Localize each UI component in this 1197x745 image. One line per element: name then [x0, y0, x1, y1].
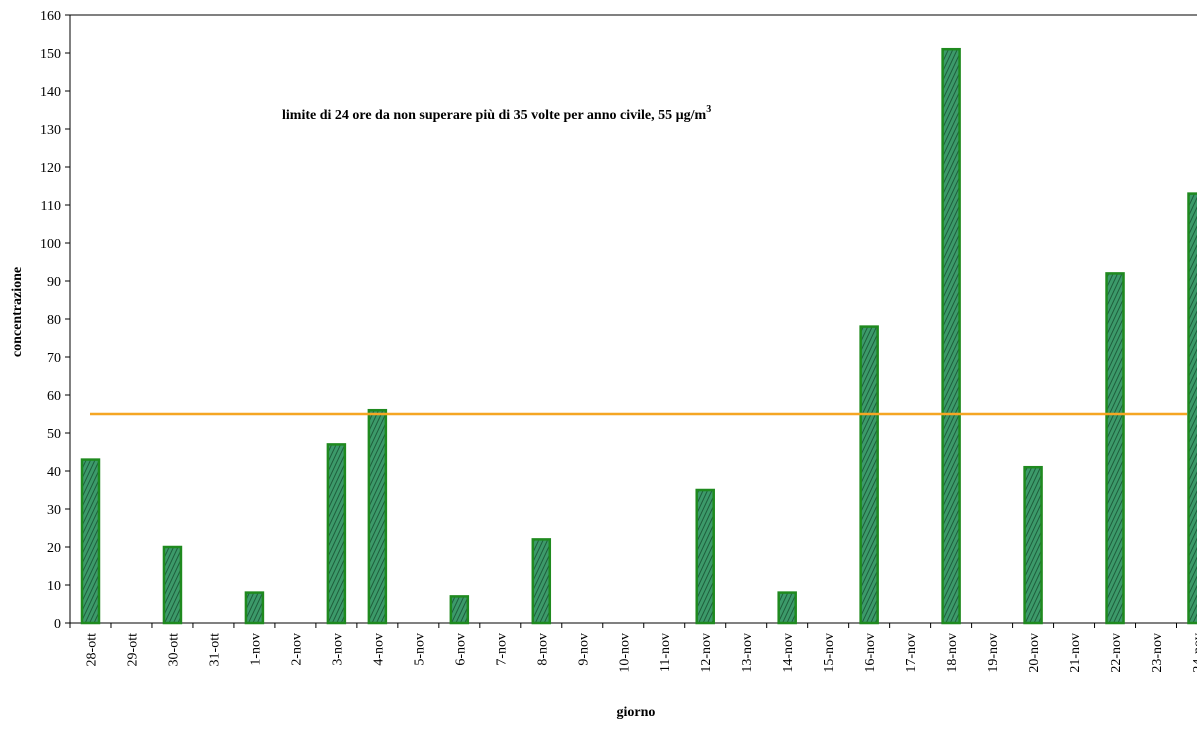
bar: [162, 545, 183, 625]
y-tick-label: 130: [40, 123, 61, 138]
bar: [777, 591, 797, 625]
bar: [1105, 272, 1125, 625]
y-tick-label: 50: [47, 427, 61, 442]
bar: [1023, 465, 1043, 625]
x-tick-label: 8-nov: [535, 633, 550, 666]
y-tick-label: 70: [47, 351, 61, 366]
x-tick-label: 12-nov: [699, 633, 714, 673]
y-tick-label: 60: [47, 389, 61, 404]
x-tick-label: 7-nov: [494, 633, 509, 666]
x-tick-label: 9-nov: [576, 633, 591, 666]
bar: [531, 538, 552, 625]
y-tick-label: 30: [47, 503, 61, 518]
x-tick-label: 6-nov: [453, 633, 468, 666]
x-tick-label: 30-ott: [166, 633, 181, 667]
tick-labels: 0 10 20 30 40 50 60 70 80 90 100 110 120 130 140 150 160…: [40, 9, 1197, 673]
x-tick-label: 19-nov: [986, 633, 1001, 673]
bar: [80, 458, 101, 625]
y-tick-label: 100: [40, 237, 61, 252]
y-tick-label: 140: [40, 85, 61, 100]
y-tick-label: 10: [47, 579, 61, 594]
bar: [449, 595, 470, 625]
y-tick-label: 80: [47, 313, 61, 328]
x-tick-label: 21-nov: [1068, 633, 1083, 673]
y-tick-label: 0: [54, 617, 61, 632]
annotation-text: limite di 24 ore da non superare più di …: [282, 108, 707, 123]
y-tick-label: 90: [47, 275, 61, 290]
bar: [326, 443, 347, 625]
x-tick-label: 11-nov: [658, 633, 673, 672]
x-tick-label: 16-nov: [863, 633, 878, 673]
x-tick-label: 20-nov: [1027, 633, 1042, 673]
x-tick-label: 29-ott: [125, 633, 140, 667]
x-tick-label: 17-nov: [904, 633, 919, 673]
x-axis-title: giorno: [617, 705, 656, 720]
y-tick-label: 40: [47, 465, 61, 480]
x-tick-label: 3-nov: [330, 633, 345, 666]
y-tick-label: 110: [41, 199, 61, 214]
x-tick-label: 18-nov: [945, 633, 960, 673]
y-tick-label: 20: [47, 541, 61, 556]
bar: [244, 591, 265, 625]
x-tick-label: 22-nov: [1109, 633, 1124, 673]
x-tick-label: 5-nov: [412, 633, 427, 666]
x-tick-label: 31-ott: [207, 633, 222, 667]
y-tick-label: 160: [40, 9, 61, 24]
limit-annotation: limite di 24 ore da non superare più di …: [282, 104, 711, 123]
bar: [367, 408, 388, 625]
x-tick-label: 1-nov: [248, 633, 263, 666]
bar: [941, 47, 961, 625]
x-tick-label: 14-nov: [781, 633, 796, 673]
y-tick-label: 120: [40, 161, 61, 176]
annotation-superscript: 3: [706, 104, 711, 115]
x-tick-label: 13-nov: [740, 633, 755, 673]
x-tick-label: 15-nov: [822, 633, 837, 673]
x-tick-label: 10-nov: [617, 633, 632, 673]
bar: [695, 488, 715, 625]
y-axis-title: concentrazione: [10, 267, 25, 357]
x-tick-label: 2-nov: [289, 633, 304, 666]
x-tick-label: 28-ott: [84, 633, 99, 667]
bar: [1187, 192, 1197, 625]
y-tick-label: 150: [40, 47, 61, 62]
x-tick-label: 23-nov: [1150, 633, 1165, 673]
bars: [80, 47, 1197, 625]
bar: [859, 325, 879, 625]
x-tick-label: 4-nov: [371, 633, 386, 666]
x-tick-label: 24-nov: [1191, 633, 1197, 673]
